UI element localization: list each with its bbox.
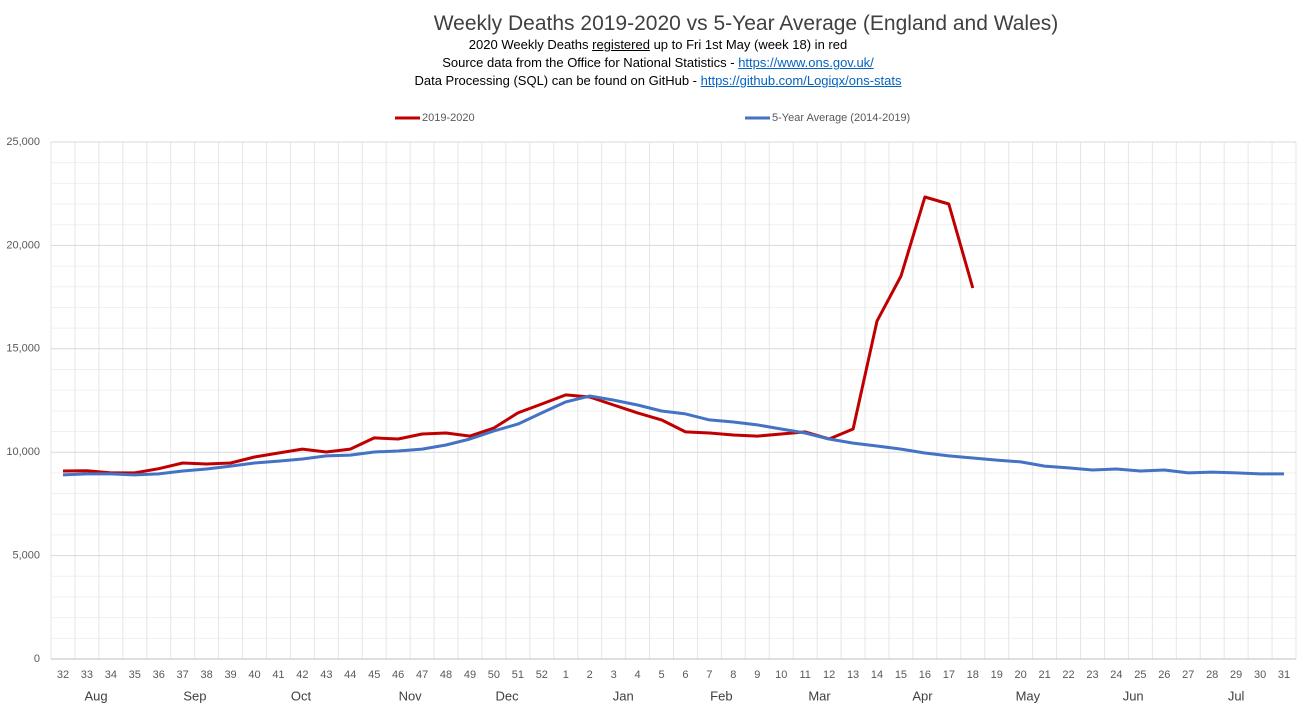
x-tick-label: 2 [587,669,593,681]
legend-label: 2019-2020 [422,112,475,124]
x-tick-label: 26 [1158,669,1170,681]
x-tick-label: 17 [943,669,955,681]
subtitle: Data Processing (SQL) can be found on Gi… [2,72,1314,90]
x-tick-label: 31 [1278,669,1290,681]
x-tick-label: 49 [464,669,476,681]
x-tick-label: 27 [1182,669,1194,681]
subtitle-text: up to Fri 1st May (week 18) in red [649,37,848,52]
x-tick-label: 10 [775,669,787,681]
x-tick-label: 14 [871,669,883,681]
month-label: Feb [710,688,732,703]
legend-label: 5-Year Average (2014-2019) [772,112,910,124]
x-tick-label: 21 [1038,669,1050,681]
x-tick-label: 44 [344,669,356,681]
month-label: Oct [291,688,312,703]
x-tick-label: 9 [754,669,760,681]
x-tick-label: 32 [57,669,69,681]
y-tick-label: 15,000 [6,343,40,355]
x-tick-label: 28 [1206,669,1218,681]
x-tick-label: 33 [81,669,93,681]
subtitle: 2020 Weekly Deaths registered up to Fri … [2,36,1314,54]
month-label: Jul [1228,688,1245,703]
subtitle-text: registered [592,37,650,52]
x-tick-label: 4 [635,669,641,681]
x-tick-label: 5 [658,669,664,681]
subtitle-text: 2020 Weekly Deaths [468,37,593,52]
x-tick-label: 48 [440,669,452,681]
x-tick-label: 13 [847,669,859,681]
x-tick-label: 6 [682,669,688,681]
x-tick-label: 15 [895,669,907,681]
subtitle: Source data from the Office for National… [2,54,1314,72]
x-tick-label: 35 [129,669,141,681]
month-label: Nov [399,688,423,703]
x-tick-label: 39 [224,669,236,681]
x-tick-label: 24 [1110,669,1122,681]
link[interactable]: https://www.ons.gov.uk/ [738,55,874,70]
series-line [62,394,1284,477]
x-tick-label: 16 [919,669,931,681]
x-tick-label: 1 [563,669,569,681]
x-tick-label: 50 [488,669,500,681]
x-tick-label: 8 [730,669,736,681]
x-tick-label: 37 [177,669,189,681]
header: Weekly Deaths 2019-2020 vs 5-Year Averag… [0,12,1314,90]
x-tick-label: 29 [1230,669,1242,681]
x-tick-label: 7 [706,669,712,681]
x-tick-label: 19 [991,669,1003,681]
x-tick-label: 51 [512,669,524,681]
month-label: Jun [1123,688,1144,703]
x-tick-label: 11 [799,669,810,681]
x-tick-label: 46 [392,669,404,681]
x-tick-label: 45 [368,669,380,681]
x-tick-label: 41 [272,669,284,681]
y-tick-label: 0 [34,653,40,665]
month-label: Dec [496,688,520,703]
y-tick-label: 25,000 [6,136,40,148]
subtitle-text: Data Processing (SQL) can be found on Gi… [414,73,701,88]
x-tick-label: 12 [823,669,835,681]
x-tick-label: 36 [153,669,165,681]
link[interactable]: https://github.com/Logiqx/ons-stats [700,73,902,88]
x-tick-label: 38 [201,669,213,681]
chart-title: Weekly Deaths 2019-2020 vs 5-Year Averag… [433,12,1059,35]
x-tick-label: 34 [105,669,117,681]
y-tick-label: 5,000 [12,550,40,562]
month-label: Apr [912,688,933,703]
x-tick-label: 25 [1134,669,1146,681]
x-tick-label: 20 [1015,669,1027,681]
x-tick-label: 30 [1254,669,1266,681]
month-label: Mar [808,688,831,703]
x-tick-label: 52 [536,669,548,681]
x-tick-label: 22 [1062,669,1074,681]
y-tick-label: 10,000 [6,446,40,458]
x-tick-label: 42 [296,669,308,681]
y-tick-label: 20,000 [6,239,40,251]
month-label: Jan [613,688,634,703]
month-label: May [1016,688,1041,703]
x-tick-label: 43 [320,669,332,681]
x-tick-label: 23 [1086,669,1098,681]
x-tick-label: 40 [248,669,260,681]
x-tick-label: 3 [611,669,617,681]
month-label: Aug [84,688,107,703]
month-label: Sep [183,688,206,703]
x-tick-label: 18 [967,669,979,681]
subtitle-text: Source data from the Office for National… [442,55,739,70]
x-tick-label: 47 [416,669,428,681]
